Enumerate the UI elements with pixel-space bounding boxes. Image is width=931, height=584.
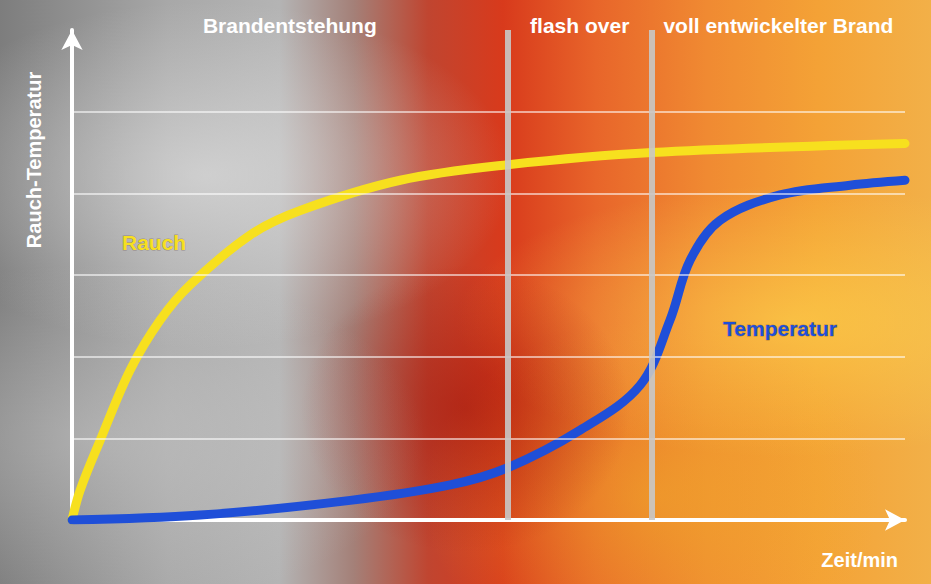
- svg-text:Temperatur: Temperatur: [723, 317, 837, 340]
- svg-text:Zeit/min: Zeit/min: [821, 549, 898, 571]
- svg-text:Brandentstehung: Brandentstehung: [203, 14, 377, 37]
- svg-text:flash over: flash over: [530, 14, 629, 37]
- svg-text:voll entwickelter Brand: voll entwickelter Brand: [663, 14, 893, 37]
- svg-text:Rauch: Rauch: [122, 231, 186, 254]
- svg-text:Rauch-Temperatur: Rauch-Temperatur: [23, 72, 45, 249]
